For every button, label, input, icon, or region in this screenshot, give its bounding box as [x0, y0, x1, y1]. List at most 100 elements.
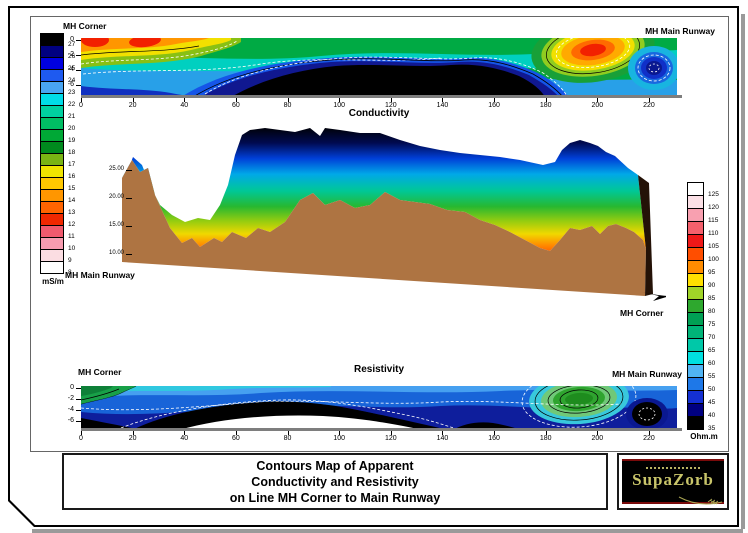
- resistivity-x-tick: [597, 431, 598, 435]
- elevation-tick: [126, 198, 132, 199]
- resistivity-x-tick: [236, 431, 237, 435]
- resistivity-colorbar-swatch: [687, 416, 704, 430]
- resistivity-x-tick-label: 0: [79, 435, 83, 442]
- resistivity-colorbar-tick-label: 45: [708, 399, 716, 406]
- elevation-tick-label: 10.00: [108, 250, 124, 256]
- resistivity-contour-plot: [81, 386, 677, 430]
- conductivity-x-tick: [184, 98, 185, 102]
- conductivity-x-tick: [133, 98, 134, 102]
- map-title-line-3: on Line MH Corner to Main Runway: [229, 490, 441, 505]
- plot-page-border: 27 26 25 24 23 22 21 20 19 18 17 16 15 14 13 12 11 10 9 8 m…: [8, 6, 739, 527]
- resistivity-x-tick: [649, 431, 650, 435]
- resistivity-x-tick-label: 40: [180, 435, 189, 442]
- resistivity-x-tick-label: 200: [591, 435, 604, 442]
- resistivity-x-tick: [184, 431, 185, 435]
- conductivity-x-tick-label: 80: [283, 102, 292, 109]
- resistivity-colorbar-swatch: [687, 286, 704, 300]
- conductivity-axis-title: Conductivity: [348, 108, 410, 119]
- drop-shadow-bottom: [32, 529, 743, 533]
- resistivity-colorbar-tick-label: 110: [708, 230, 719, 237]
- resistivity-y-tick-label: -2: [67, 395, 74, 402]
- resistivity-y-tick-label: -6: [67, 417, 74, 424]
- terrain-front-face: [122, 160, 646, 296]
- conductivity-colorbar-tick-label: 18: [68, 149, 76, 156]
- logo-tagline: [646, 467, 702, 469]
- conductivity-x-tick: [597, 98, 598, 102]
- conductivity-x-tick: [442, 98, 443, 102]
- logo-wordmark: SupaZorb: [632, 470, 714, 489]
- terrain-left-end-label: MH Main Runway: [65, 270, 135, 280]
- resistivity-x-tick-label: 100: [333, 435, 346, 442]
- resistivity-colorbar-tick-label: 70: [708, 334, 716, 341]
- conductivity-x-tick-label: 100: [333, 102, 346, 109]
- logo-wheat-flourish: [678, 494, 724, 508]
- resistivity-colorbar-tick-label: 35: [708, 425, 716, 432]
- resistivity-colorbar-swatch: [687, 221, 704, 235]
- resistivity-x-tick-label: 180: [539, 435, 552, 442]
- conductivity-colorbar-swatch: [40, 261, 64, 274]
- resistivity-right-end-label: MH Main Runway: [612, 369, 682, 379]
- resistivity-colorbar-tick-label: 120: [708, 204, 719, 211]
- map-title-line-1: Contours Map of Apparent: [256, 458, 414, 473]
- resistivity-axis-title: Resistivity: [353, 364, 405, 375]
- resistivity-x-tick: [494, 431, 495, 435]
- drop-shadow-right: [741, 14, 745, 529]
- resistivity-colorbar-swatch: [687, 182, 704, 196]
- resistivity-y-tick: [76, 388, 81, 389]
- resistivity-colorbar-swatch: [687, 377, 704, 391]
- resistivity-y-tick: [76, 399, 81, 400]
- resistivity-x-tick-label: 160: [488, 435, 500, 442]
- conductivity-y-tick-label: -6: [67, 81, 74, 88]
- resistivity-x-tick-label: 80: [283, 435, 292, 442]
- resistivity-colorbar-tick-label: 95: [708, 269, 716, 276]
- conductivity-left-end-label: MH Corner: [63, 21, 107, 31]
- map-title-block: Contours Map of Apparent Conductivity an…: [62, 453, 608, 510]
- resistivity-x-tick: [133, 431, 134, 435]
- resistivity-y-tick: [76, 410, 81, 411]
- resistivity-x-tick: [442, 431, 443, 435]
- resistivity-colorbar-swatch: [687, 351, 704, 365]
- conductivity-colorbar-tick-label: 8: [68, 269, 72, 276]
- resistivity-x-tick-label: 60: [232, 435, 240, 442]
- conductivity-x-tick-label: 0: [79, 102, 83, 109]
- resistivity-y-tick-label: -4: [67, 406, 74, 413]
- conductivity-colorbar-tick-label: 9: [68, 257, 72, 264]
- resistivity-colorbar-tick-label: 65: [708, 347, 716, 354]
- conductivity-x-tick: [288, 98, 289, 102]
- conductivity-x-tick-label: 200: [591, 102, 604, 109]
- resistivity-x-tick: [81, 431, 82, 435]
- conductivity-x-tick: [649, 98, 650, 102]
- conductivity-x-tick: [546, 98, 547, 102]
- conductivity-colorbar-tick-label: 16: [68, 173, 76, 180]
- conductivity-y-tick-label: 0: [70, 36, 74, 43]
- resistivity-colorbar-swatch: [687, 364, 704, 378]
- resistivity-colorbar-tick-label: 50: [708, 386, 716, 393]
- resistivity-colorbar-tick-label: 40: [708, 412, 716, 419]
- elevation-tick: [126, 226, 132, 227]
- resistivity-x-tick-label: 20: [128, 435, 137, 442]
- plot-page: 27 26 25 24 23 22 21 20 19 18 17 16 15 14 13 12 11 10 9 8 m…: [10, 8, 737, 525]
- conductivity-colorbar-tick-label: 14: [68, 197, 76, 204]
- conductivity-colorbar-tick-label: 15: [68, 185, 76, 192]
- resistivity-y-tick: [76, 421, 81, 422]
- resistivity-colorbar-swatch: [687, 260, 704, 274]
- conductivity-colorbar-tick-label: 25: [68, 65, 76, 72]
- conductivity-colorbar-tick-label: 19: [68, 137, 76, 144]
- resistivity-x-tick: [546, 431, 547, 435]
- conductivity-colorbar-tick-label: 13: [68, 209, 76, 216]
- elevation-tick-label: 15.00: [108, 222, 124, 228]
- terrain-end-marker: [642, 292, 666, 301]
- conductivity-colorbar-tick-label: 21: [68, 113, 76, 120]
- terrain-3d-view: [106, 126, 666, 316]
- resistivity-colorbar-tick-label: 115: [708, 217, 719, 224]
- resistivity-x-tick-label: 140: [436, 435, 449, 442]
- conductivity-colorbar-tick-label: 12: [68, 221, 76, 228]
- terrain-right-end-label: MH Corner: [620, 308, 664, 318]
- resistivity-x-tick: [339, 431, 340, 435]
- resistivity-colorbar-tick-label: 80: [708, 308, 716, 315]
- conductivity-y-tick: [76, 70, 81, 71]
- resistivity-colorbar-unit: Ohm.m: [690, 432, 718, 441]
- resistivity-colorbar-swatch: [687, 208, 704, 222]
- resistivity-left-end-label: MH Corner: [78, 367, 122, 377]
